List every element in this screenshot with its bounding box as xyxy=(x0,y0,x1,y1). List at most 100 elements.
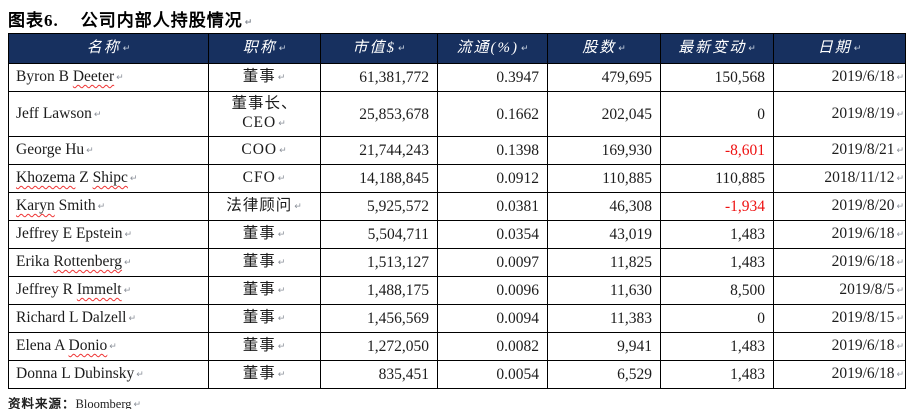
cell-change: -8,601 xyxy=(660,136,774,165)
cell-title: COO ↵ xyxy=(208,136,321,165)
table-row: Karyn Smith ↵ 法律顾问 ↵ 5,925,572 0.0381 46,3… xyxy=(8,192,906,221)
cell-name: Jeff Lawson ↵ xyxy=(8,91,209,137)
cell-name: George Hu ↵ xyxy=(8,136,209,165)
paragraph-mark-icon: ↵ xyxy=(397,43,406,54)
paragraph-mark-icon: ↵ xyxy=(122,43,131,54)
cell-date: 2019/8/20 ↵ xyxy=(773,192,906,221)
header-cell-float-pct: 流通(%) ↵ xyxy=(437,33,548,64)
cell-market-value: 25,853,678 xyxy=(320,91,438,137)
cell-change: 110,885 xyxy=(660,164,774,193)
paragraph-mark-icon: ↵ xyxy=(896,174,904,184)
paragraph-mark-icon: ↵ xyxy=(277,258,287,268)
cell-float-pct: 0.1662 xyxy=(437,91,548,137)
cell-shares: 9,941 xyxy=(547,332,661,361)
table-row: Khozema Z Shipc ↵ CFO ↵ 14,188,845 0.0912 … xyxy=(8,164,906,193)
table-row: George Hu ↵ COO ↵ 21,744,243 0.1398 169,93… xyxy=(8,136,906,165)
cell-date: 2019/6/18 ↵ xyxy=(773,63,906,92)
table-row: Erika Rottenberg ↵ 董事 ↵ 1,513,127 0.0097 1… xyxy=(8,248,906,277)
cell-shares: 11,825 xyxy=(547,248,661,277)
cell-title: 董事长、CEO ↵ xyxy=(208,91,321,137)
cell-name: Erika Rottenberg ↵ xyxy=(8,248,209,277)
cell-float-pct: 0.0096 xyxy=(437,276,548,305)
cell-shares: 43,019 xyxy=(547,220,661,249)
paragraph-mark-icon: ↵ xyxy=(136,370,144,380)
cell-title: CFO ↵ xyxy=(208,164,321,193)
paragraph-mark-icon: ↵ xyxy=(896,314,904,324)
header-cell-change: 最新变动 ↵ xyxy=(660,33,774,64)
table-row: Byron B Deeter ↵ 董事 ↵ 61,381,772 0.3947 47… xyxy=(8,63,906,92)
paragraph-mark-icon: ↵ xyxy=(278,119,287,129)
paragraph-mark-icon: ↵ xyxy=(896,230,904,240)
cell-change: 0 xyxy=(660,304,774,333)
cell-market-value: 14,188,845 xyxy=(320,164,438,193)
header-cell-market-value: 市值$ ↵ xyxy=(320,33,438,64)
cell-shares: 11,383 xyxy=(547,304,661,333)
paragraph-mark-icon: ↵ xyxy=(116,73,124,83)
paragraph-mark-icon: ↵ xyxy=(86,146,94,156)
paragraph-mark-icon: ↵ xyxy=(277,230,287,240)
cell-float-pct: 0.0097 xyxy=(437,248,548,277)
cell-name: Jeffrey R Immelt ↵ xyxy=(8,276,209,305)
cell-market-value: 1,513,127 xyxy=(320,248,438,277)
cell-name: Richard L Dalzell ↵ xyxy=(8,304,209,333)
cell-market-value: 1,272,050 xyxy=(320,332,438,361)
cell-change: 1,483 xyxy=(660,220,774,249)
cell-market-value: 1,488,175 xyxy=(320,276,438,305)
paragraph-mark-icon: ↵ xyxy=(278,43,287,54)
paragraph-mark-icon: ↵ xyxy=(896,73,904,83)
paragraph-mark-icon: ↵ xyxy=(277,314,287,324)
cell-title: 法律顾问 ↵ xyxy=(208,192,321,221)
paragraph-mark-icon: ↵ xyxy=(123,286,132,296)
cell-title: 董事 ↵ xyxy=(208,276,321,305)
paragraph-mark-icon: ↵ xyxy=(129,174,138,184)
cell-market-value: 1,456,569 xyxy=(320,304,438,333)
cell-float-pct: 0.1398 xyxy=(437,136,548,165)
cell-float-pct: 0.0354 xyxy=(437,220,548,249)
paragraph-mark-icon: ↵ xyxy=(520,43,529,54)
cell-shares: 11,630 xyxy=(547,276,661,305)
paragraph-mark-icon: ↵ xyxy=(853,43,862,54)
paragraph-mark-icon: ↵ xyxy=(279,146,288,156)
table-row: Richard L Dalzell ↵ 董事 ↵ 1,456,569 0.0094 … xyxy=(8,304,906,333)
table-row: Jeff Lawson ↵ 董事长、CEO ↵ 25,853,678 0.1662 … xyxy=(8,91,906,137)
cell-title: 董事 ↵ xyxy=(208,304,321,333)
cell-float-pct: 0.0381 xyxy=(437,192,548,221)
paragraph-mark-icon: ↵ xyxy=(896,146,904,156)
cell-date: 2019/8/19 ↵ xyxy=(773,91,906,137)
cell-date: 2019/6/18 ↵ xyxy=(773,248,906,277)
cell-title: 董事 ↵ xyxy=(208,248,321,277)
cell-shares: 46,308 xyxy=(547,192,661,221)
paragraph-mark-icon: ↵ xyxy=(896,286,904,296)
header-cell-title: 职称 ↵ xyxy=(208,33,321,64)
paragraph-mark-icon: ↵ xyxy=(896,109,904,120)
paragraph-mark-icon: ↵ xyxy=(277,73,287,83)
table-row: Elena A Donio ↵ 董事 ↵ 1,272,050 0.0082 9,94… xyxy=(8,332,906,361)
paragraph-mark-icon: ↵ xyxy=(277,342,287,352)
table-header-row: 名称 ↵ 职称 ↵ 市值$ ↵ 流通(%) ↵ 股数 ↵ 最新变动 ↵ 日期 ↵ xyxy=(8,33,906,64)
cell-market-value: 61,381,772 xyxy=(320,63,438,92)
cell-float-pct: 0.0094 xyxy=(437,304,548,333)
header-cell-name: 名称 ↵ xyxy=(8,33,209,64)
source-note: 资料来源：Bloomberg ↵ xyxy=(8,393,914,409)
cell-shares: 110,885 xyxy=(547,164,661,193)
cell-market-value: 5,925,572 xyxy=(320,192,438,221)
cell-change: 1,483 xyxy=(660,332,774,361)
cell-market-value: 21,744,243 xyxy=(320,136,438,165)
paragraph-mark-icon: ↵ xyxy=(133,400,143,409)
paragraph-mark-icon: ↵ xyxy=(93,109,102,120)
cell-title: 董事 ↵ xyxy=(208,360,321,389)
cell-shares: 169,930 xyxy=(547,136,661,165)
paragraph-mark-icon: ↵ xyxy=(896,370,904,380)
source-label: 资料来源： xyxy=(8,397,76,409)
figure-title: 图表6. 公司内部人持股情况 ↵ xyxy=(8,6,914,31)
cell-market-value: 5,504,711 xyxy=(320,220,438,249)
cell-change: 1,483 xyxy=(660,360,774,389)
paragraph-mark-icon: ↵ xyxy=(277,174,287,184)
paragraph-mark-icon: ↵ xyxy=(128,314,137,324)
header-cell-shares: 股数 ↵ xyxy=(547,33,661,64)
cell-name: Donna L Dubinsky ↵ xyxy=(8,360,209,389)
paragraph-mark-icon: ↵ xyxy=(618,43,626,54)
header-cell-date: 日期 ↵ xyxy=(773,33,906,64)
paragraph-mark-icon: ↵ xyxy=(294,202,303,212)
table-row: Jeffrey R Immelt ↵ 董事 ↵ 1,488,175 0.0096 1… xyxy=(8,276,906,305)
